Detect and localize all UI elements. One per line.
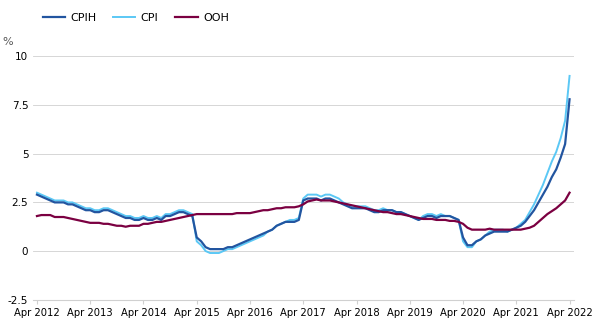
- Text: %: %: [3, 37, 13, 47]
- Legend: CPIH, CPI, OOH: CPIH, CPI, OOH: [38, 8, 233, 27]
